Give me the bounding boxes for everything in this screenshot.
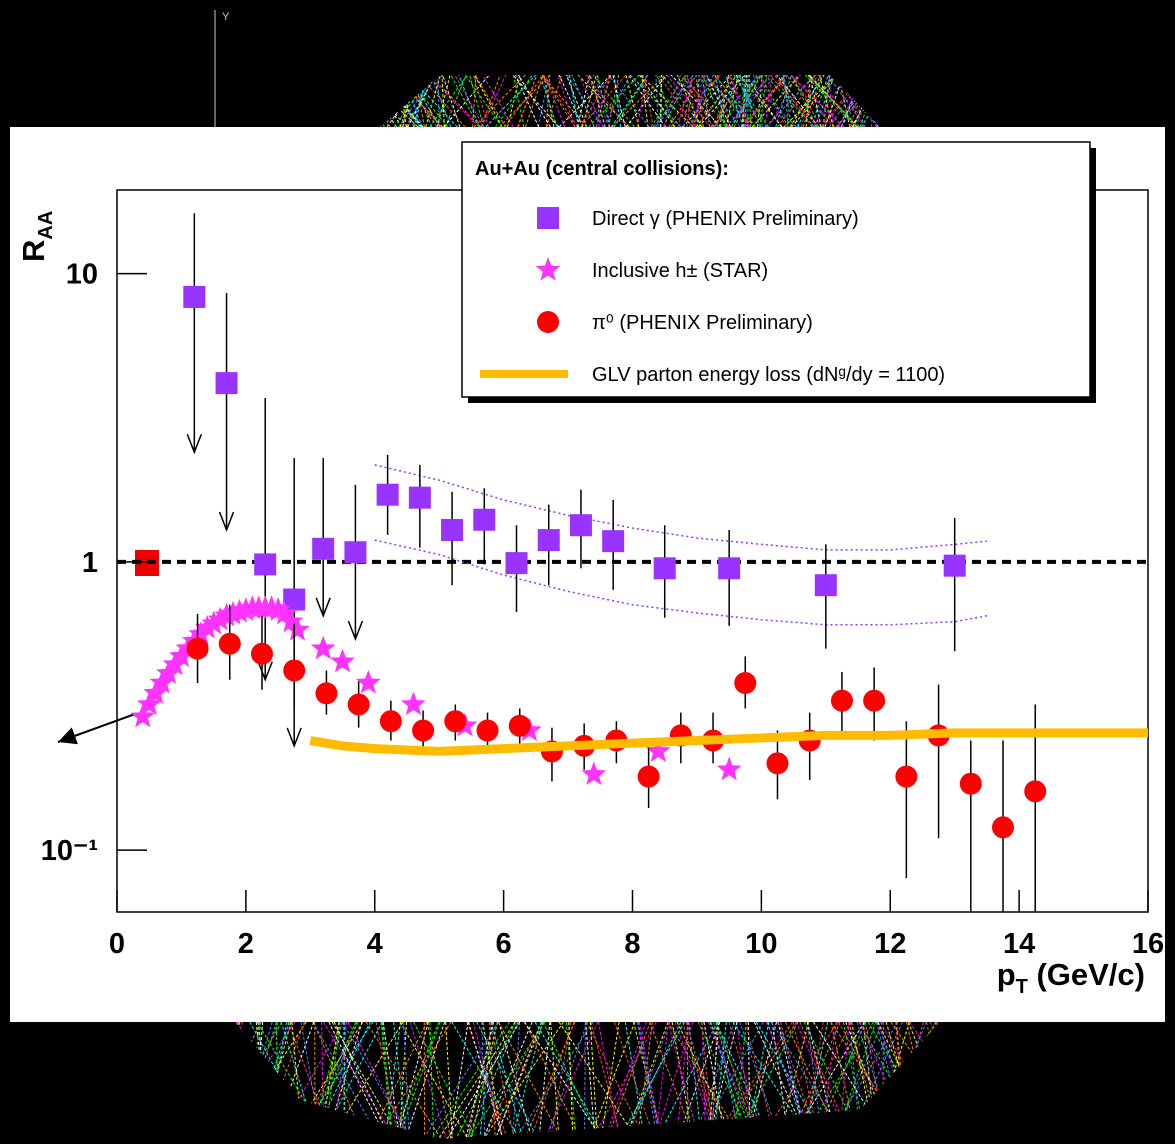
marker-square (344, 541, 366, 563)
marker-circle (444, 710, 466, 732)
x-tick-label: 12 (874, 928, 906, 960)
y-tick-label: 10⁻¹ (41, 835, 98, 867)
marker-square (441, 519, 463, 541)
x-label-main: p (997, 957, 1016, 992)
legend-label: π⁰ (PHENIX Preliminary) (592, 312, 813, 334)
legend: Au+Au (central collisions): Direct γ (PH… (462, 142, 1096, 403)
legend-label: Inclusive h± (STAR) (592, 260, 768, 282)
marker-square (216, 372, 238, 394)
marker-square (537, 207, 559, 229)
x-tick-label: 0 (109, 928, 125, 960)
marker-circle (509, 715, 531, 737)
x-tick-label: 14 (1003, 928, 1035, 960)
marker-circle (219, 633, 241, 655)
marker-circle (283, 659, 305, 681)
marker-circle (348, 694, 370, 716)
marker-circle (477, 720, 499, 742)
y-tick-label: 1 (82, 547, 98, 579)
marker-square (377, 484, 399, 506)
y-label-sub: AA (35, 211, 57, 240)
marker-square (570, 514, 592, 536)
marker-square (254, 553, 276, 575)
legend-title: Au+Au (central collisions): (475, 158, 729, 180)
marker-circle (960, 773, 982, 795)
x-label-sub: T (1016, 976, 1028, 998)
marker-circle (831, 690, 853, 712)
x-label-rest: (GeV/c) (1028, 957, 1145, 992)
marker-square (944, 555, 966, 577)
legend-label: Direct γ (PHENIX Preliminary) (592, 208, 859, 230)
x-tick-label: 16 (1132, 928, 1164, 960)
marker-circle (251, 643, 273, 665)
marker-square (654, 557, 676, 579)
x-tick-label: 10 (745, 928, 777, 960)
marker-square (602, 530, 624, 552)
marker-circle (638, 766, 660, 788)
marker-square (183, 286, 205, 308)
y-label-main: R (16, 240, 51, 262)
marker-square (312, 538, 334, 560)
marker-square (409, 487, 431, 509)
marker-square (538, 529, 560, 551)
legend-box (462, 142, 1090, 397)
marker-circle (895, 766, 917, 788)
x-tick-label: 6 (496, 928, 512, 960)
marker-square (718, 557, 740, 579)
legend-label: GLV parton energy loss (dNᵍ/dy = 1100) (592, 364, 945, 386)
marker-circle (1024, 780, 1046, 802)
marker-circle (380, 710, 402, 732)
marker-circle (863, 690, 885, 712)
x-tick-label: 8 (624, 928, 640, 960)
marker-circle (187, 638, 209, 660)
marker-circle (992, 816, 1014, 838)
marker-square (506, 552, 528, 574)
marker-circle (412, 720, 434, 742)
marker-square (815, 574, 837, 596)
y-tick-label: 10 (66, 259, 98, 291)
x-tick-label: 2 (238, 928, 254, 960)
marker-circle (766, 752, 788, 774)
background-label: Y (222, 11, 230, 23)
marker-circle (315, 682, 337, 704)
x-tick-label: 4 (367, 928, 383, 960)
marker-circle (537, 311, 559, 333)
marker-circle (734, 672, 756, 694)
marker-square (473, 509, 495, 531)
